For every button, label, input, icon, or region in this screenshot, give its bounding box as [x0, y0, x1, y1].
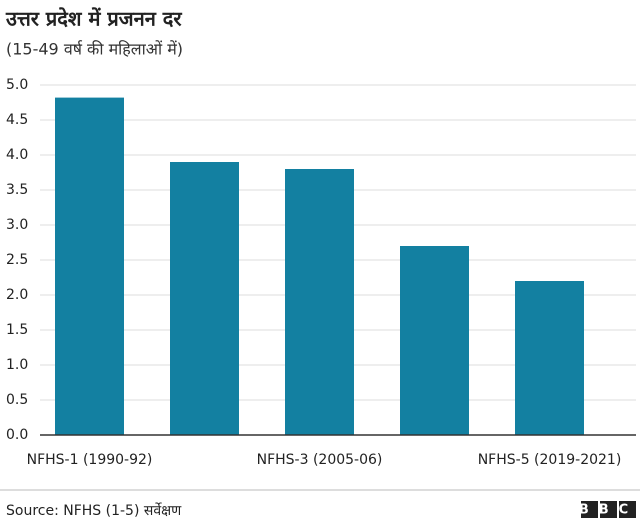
y-tick-label: 0.0	[6, 427, 28, 443]
logo-text: BBC	[579, 503, 638, 518]
bar	[515, 281, 584, 435]
x-tick-label: NFHS-1 (1990-92)	[27, 452, 153, 468]
chart-title: उत्तर प्रदेश में प्रजनन दर	[5, 7, 182, 31]
logo: BBC	[579, 501, 638, 518]
y-tick-label: 5.0	[6, 77, 28, 93]
logo-block	[600, 501, 617, 518]
bar	[170, 162, 239, 435]
y-tick-label: 4.5	[6, 112, 28, 128]
source: Source: NFHS (1-5) सर्वेक्षण	[6, 502, 182, 519]
bar	[400, 246, 469, 435]
y-tick-label: 2.5	[6, 252, 28, 268]
logo-block	[619, 501, 636, 518]
y-tick-label: 0.5	[6, 392, 28, 408]
chart-subtitle: (15-49 वर्ष की महिलाओं में)	[6, 40, 183, 59]
bar	[285, 169, 354, 435]
y-tick-label: 1.5	[6, 322, 28, 338]
y-tick-label: 2.0	[6, 287, 28, 303]
y-tick-label: 4.0	[6, 147, 28, 163]
x-tick-label: NFHS-5 (2019-2021)	[478, 452, 622, 468]
x-tick-label: NFHS-3 (2005-06)	[257, 452, 383, 468]
y-tick-label: 3.5	[6, 182, 28, 198]
y-tick-label: 1.0	[6, 357, 28, 373]
logo-block	[581, 501, 598, 518]
bar	[55, 97, 124, 435]
y-tick-label: 3.0	[6, 217, 28, 233]
